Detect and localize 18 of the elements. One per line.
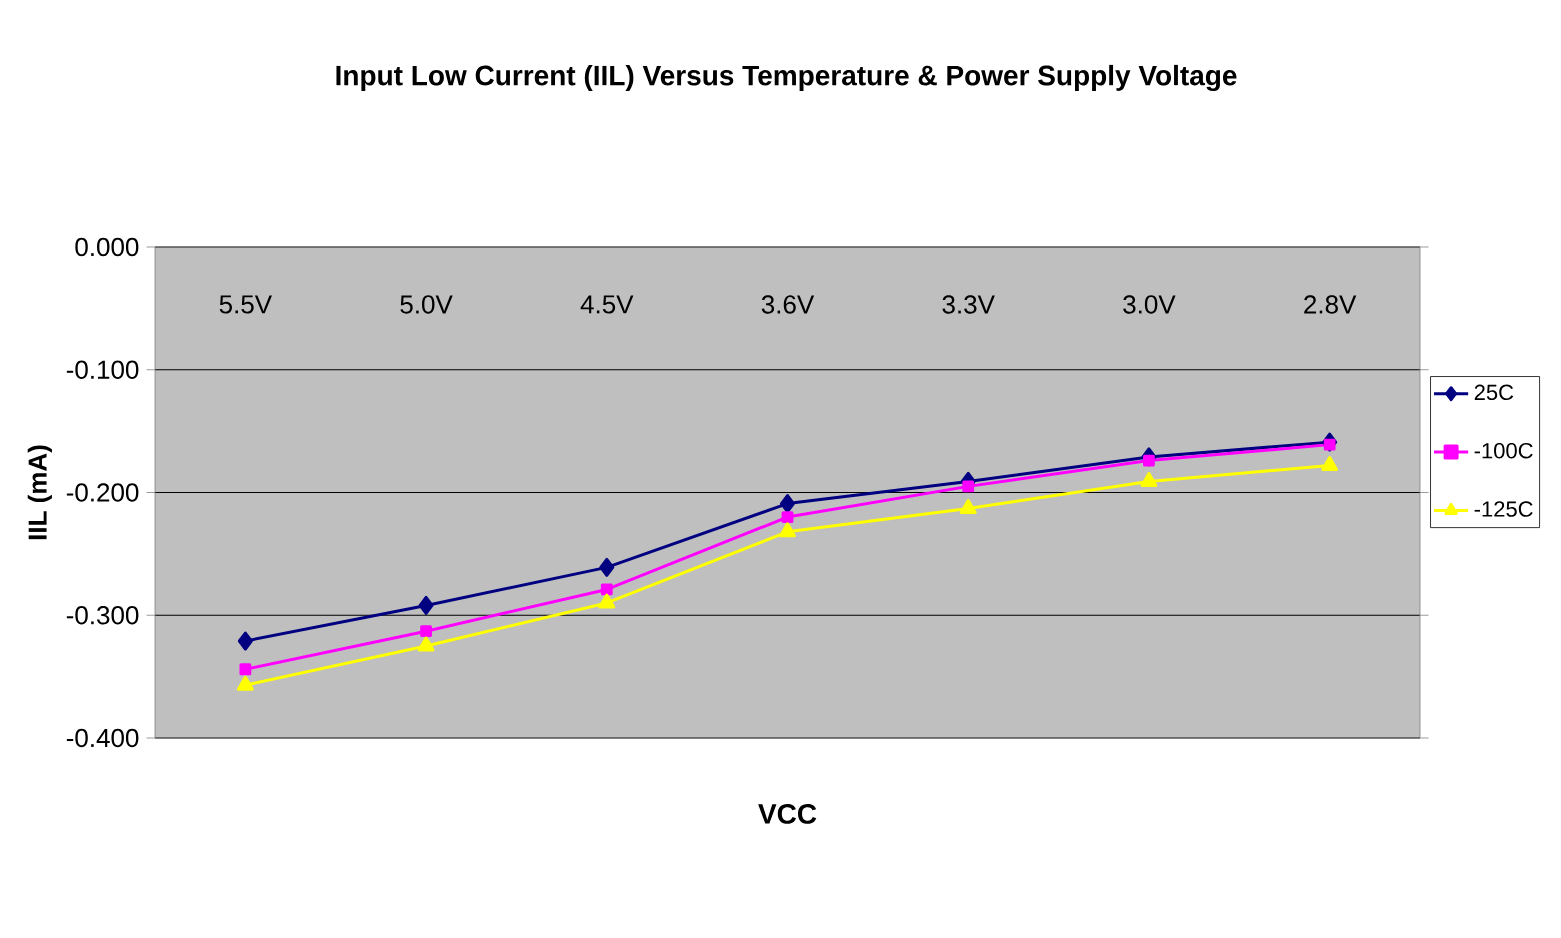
legend-label: -100C xyxy=(1474,442,1533,459)
x-tick-label: 2.8V xyxy=(1304,295,1357,314)
chart-title: Input Low Current (IIL) Versus Temperature & Power Supply Voltage xyxy=(336,64,1237,92)
x-tick-label: 5.5V xyxy=(219,295,272,314)
y-axis-title: IIL (mA) xyxy=(27,445,52,540)
y-tick-label: -0.200 xyxy=(66,483,139,502)
y-tick-label: 0.000 xyxy=(75,237,139,257)
y-tick-label: -0.400 xyxy=(66,728,139,748)
x-axis-title: VCC xyxy=(758,803,817,824)
y-tick-label: -0.300 xyxy=(66,606,139,625)
y-tick-label: -0.100 xyxy=(66,360,139,379)
legend-label: -125C xyxy=(1474,501,1533,517)
x-tick-label: 4.5V xyxy=(580,295,634,314)
x-tick-label: 3.6V xyxy=(761,295,815,314)
x-tick-label: 3.3V xyxy=(942,295,995,314)
legend-label: 25C xyxy=(1474,384,1514,401)
x-tick-label: 3.0V xyxy=(1123,295,1176,314)
x-tick-label: 5.0V xyxy=(400,295,453,314)
